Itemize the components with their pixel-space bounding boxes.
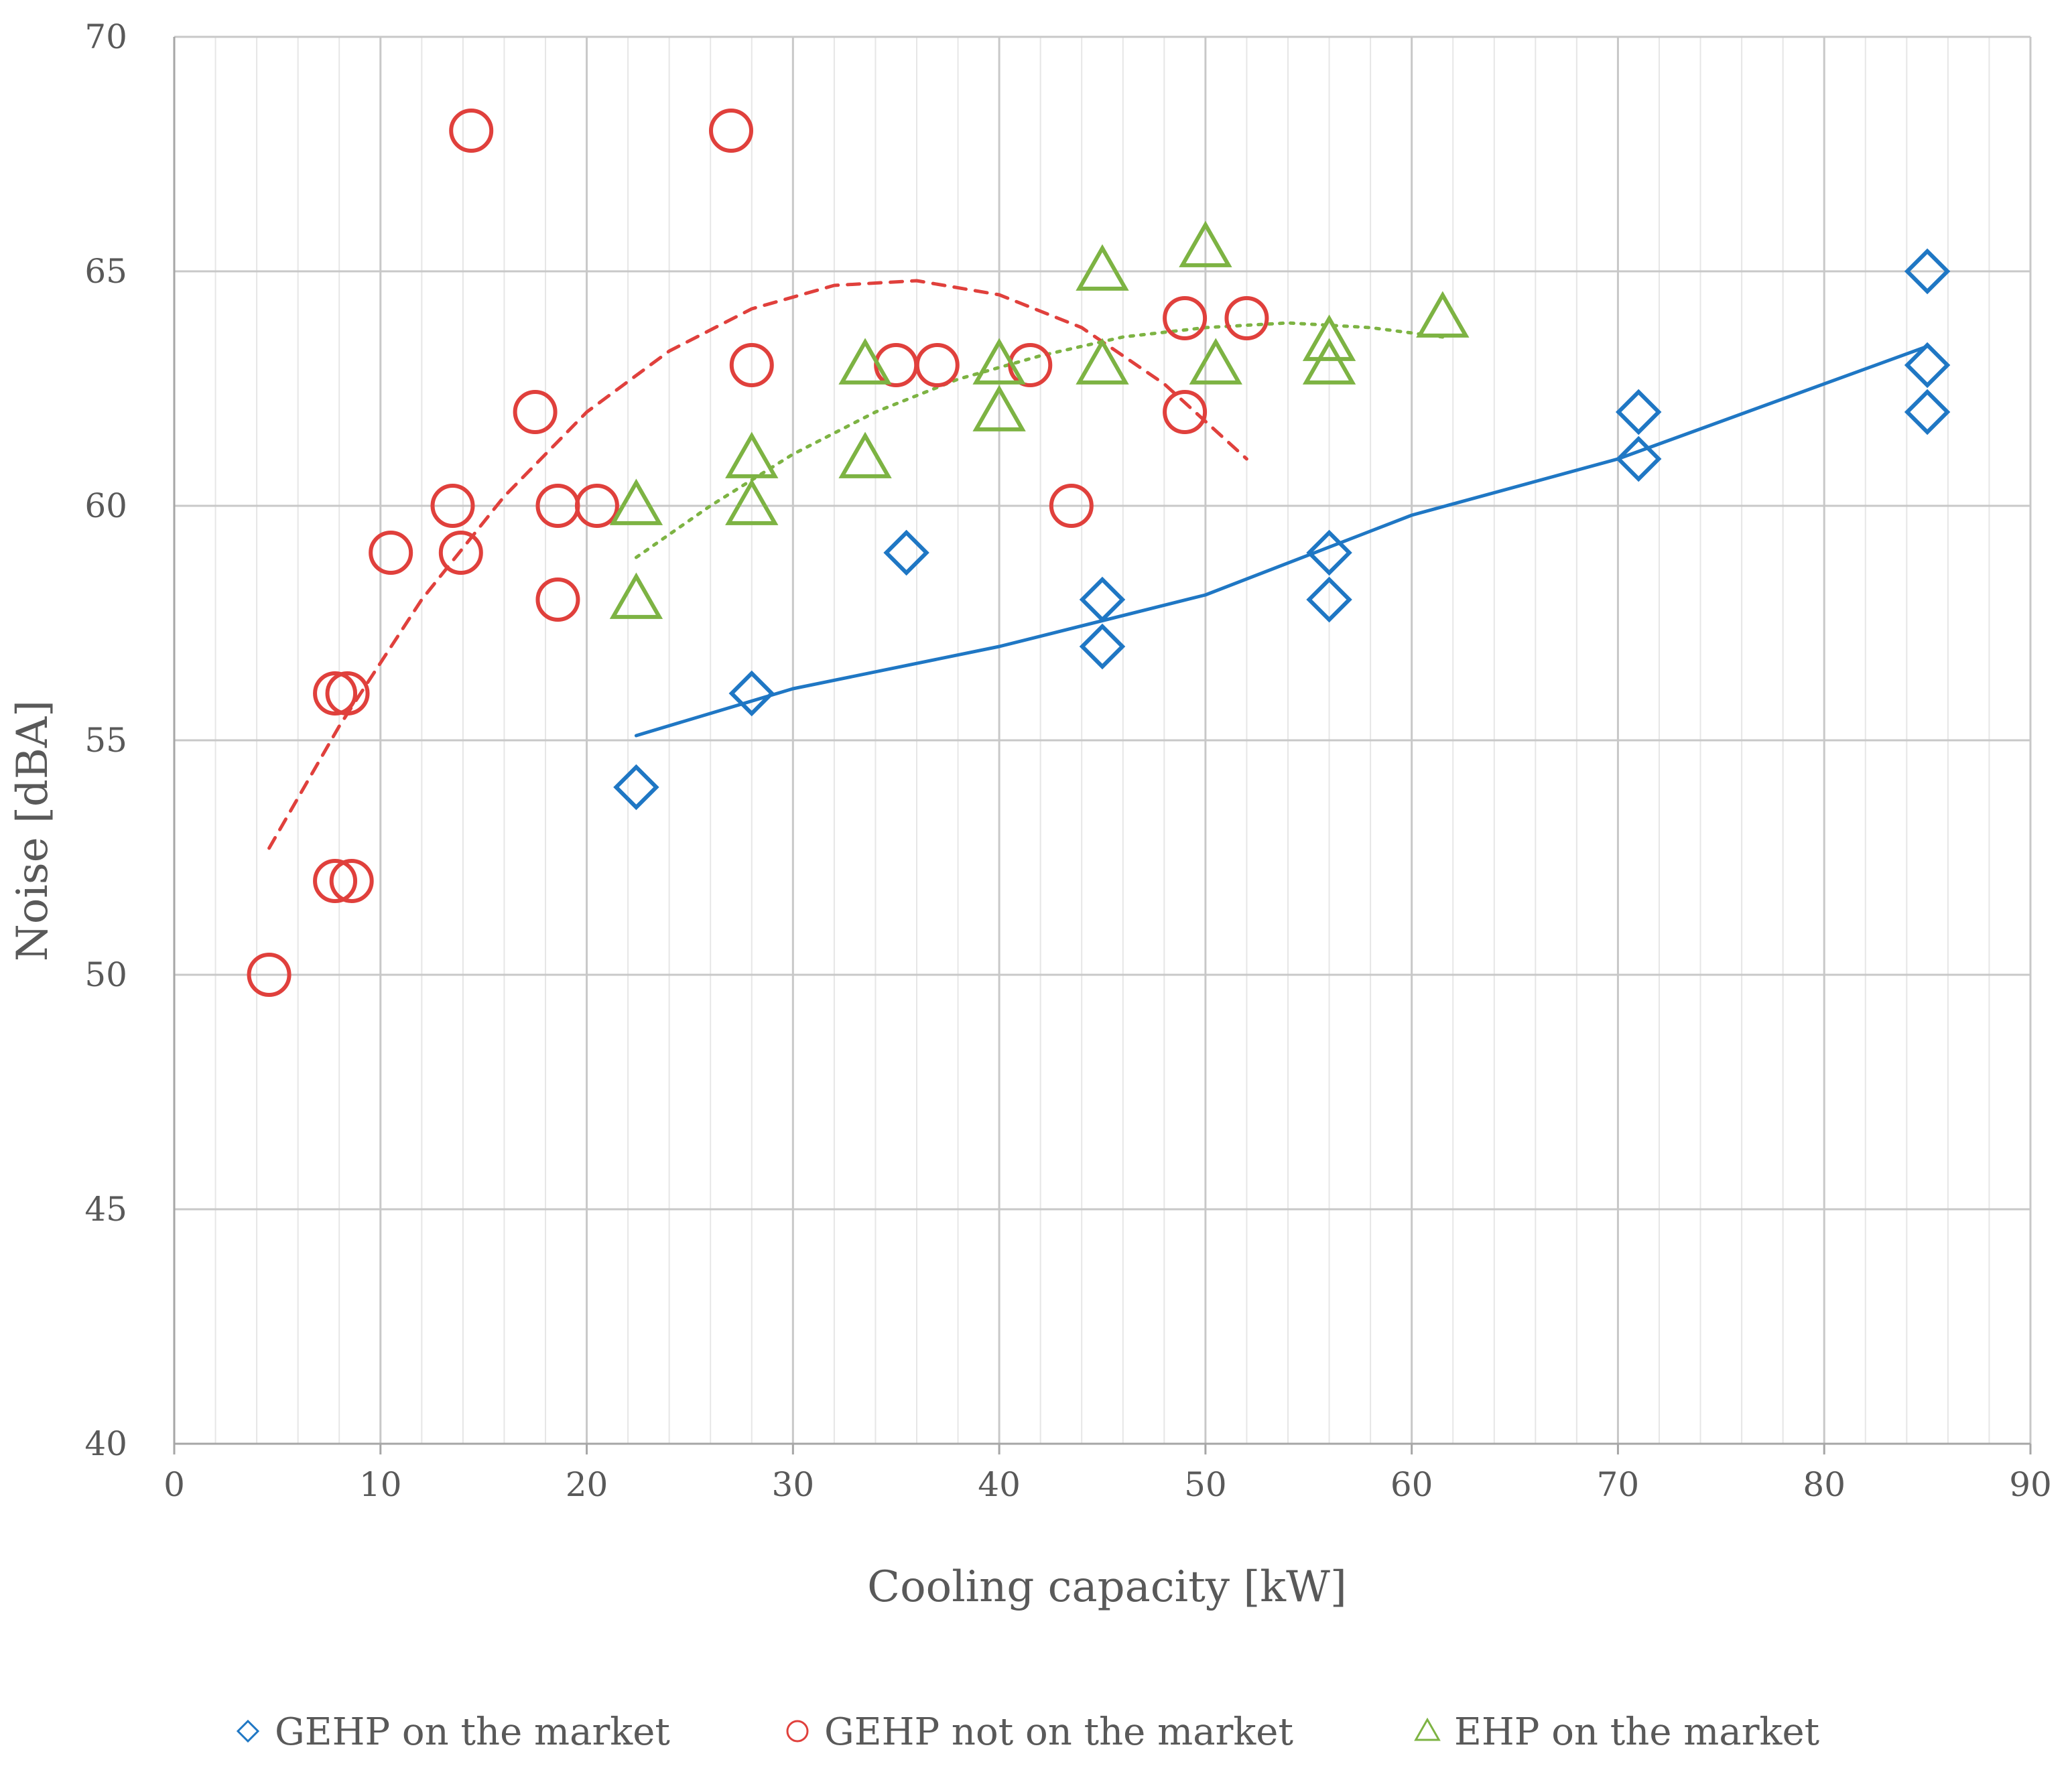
y-tick-label: 45 xyxy=(84,1190,127,1229)
legend-item-ehp-on-market: EHP on the market xyxy=(1414,1710,1820,1754)
circle-marker xyxy=(430,484,475,528)
circle-marker xyxy=(1163,296,1208,340)
diamond-marker xyxy=(883,529,929,576)
x-tick-label: 0 xyxy=(164,1465,185,1504)
triangle-marker xyxy=(838,431,892,478)
circle-marker xyxy=(709,109,753,153)
triangle-marker xyxy=(1076,244,1129,291)
triangle-marker xyxy=(1416,291,1470,338)
circle-marker xyxy=(535,577,580,622)
diamond-marker xyxy=(1615,435,1662,482)
diamond-marker xyxy=(1615,389,1662,435)
triangle-marker xyxy=(1302,314,1356,361)
trendline-triangle xyxy=(634,321,1445,559)
x-tick-label: 50 xyxy=(1184,1465,1227,1504)
x-tick-labels: 0 10 20 30 40 50 60 70 80 90 xyxy=(164,1465,2052,1504)
circle-marker xyxy=(247,953,292,997)
diamond-marker xyxy=(236,1719,260,1743)
trendlines xyxy=(267,279,1929,850)
x-tick-label: 90 xyxy=(2009,1465,2052,1504)
triangle-marker xyxy=(1302,338,1356,385)
triangle-marker xyxy=(838,338,892,385)
trendline-diamond xyxy=(634,344,1929,738)
axes xyxy=(173,37,2032,1454)
y-tick-label: 50 xyxy=(84,955,127,994)
x-tick-label: 80 xyxy=(1803,1465,1846,1504)
x-tick-label: 40 xyxy=(978,1465,1021,1504)
legend-item-gehp-not-on-market: GEHP not on the market xyxy=(786,1710,1293,1754)
diamond-marker xyxy=(1904,248,1951,295)
y-axis-title: Noise [dBA] xyxy=(8,700,58,961)
circle-marker xyxy=(438,531,483,575)
series-diamond xyxy=(613,248,1951,811)
legend: GEHP on the market GEHP not on the marke… xyxy=(236,1710,1820,1754)
legend-label-gehp-on-market: GEHP on the market xyxy=(275,1710,670,1754)
data-points xyxy=(247,109,1951,997)
circle-marker xyxy=(329,859,374,903)
triangle-marker xyxy=(609,572,663,619)
x-tick-label: 70 xyxy=(1597,1465,1640,1504)
y-tick-label: 70 xyxy=(84,17,127,56)
diamond-marker xyxy=(1306,576,1352,623)
circle-marker xyxy=(1049,484,1094,528)
y-tick-label: 60 xyxy=(84,486,127,525)
diamond-marker xyxy=(1079,576,1126,623)
x-tick-label: 30 xyxy=(772,1465,815,1504)
circle-marker xyxy=(1224,296,1269,340)
series-triangle xyxy=(609,220,1470,619)
circle-marker xyxy=(313,671,358,716)
circle-marker xyxy=(786,1720,809,1743)
circle-marker xyxy=(1008,343,1053,387)
triangle-marker xyxy=(725,431,779,478)
circle-marker xyxy=(513,390,558,434)
diamond-marker xyxy=(1079,623,1126,670)
y-tick-labels: 40 45 50 55 60 65 70 xyxy=(84,17,127,1463)
triangle-marker xyxy=(1179,220,1232,267)
circle-marker xyxy=(729,343,774,387)
x-tick-label: 60 xyxy=(1390,1465,1433,1504)
triangle-marker xyxy=(1414,1717,1441,1741)
legend-marker-diamond xyxy=(236,1719,260,1743)
triangle-marker xyxy=(609,478,663,525)
diamond-marker xyxy=(728,670,775,717)
diamond-marker xyxy=(1904,389,1951,435)
x-axis-title: Cooling capacity [kW] xyxy=(867,1562,1347,1612)
legend-label-gehp-not-on-market: GEHP not on the market xyxy=(824,1710,1293,1754)
y-tick-label: 55 xyxy=(84,721,127,760)
circle-marker xyxy=(574,484,619,528)
legend-label-ehp-on-market: EHP on the market xyxy=(1454,1710,1820,1754)
circle-marker xyxy=(369,531,413,575)
circle-marker xyxy=(325,671,370,716)
triangle-marker xyxy=(972,338,1026,385)
diamond-marker xyxy=(1904,342,1951,389)
circle-marker xyxy=(449,109,494,153)
triangle-marker xyxy=(972,385,1026,431)
circle-marker xyxy=(313,859,358,903)
diamond-marker xyxy=(1306,529,1352,576)
series-circle xyxy=(247,109,1269,997)
trendline-circle xyxy=(267,279,1248,850)
legend-marker-triangle xyxy=(1414,1717,1441,1741)
diamond-marker xyxy=(613,764,659,811)
legend-item-gehp-on-market: GEHP on the market xyxy=(236,1710,670,1754)
y-tick-label: 40 xyxy=(84,1424,127,1463)
x-tick-label: 10 xyxy=(359,1465,402,1504)
circle-marker xyxy=(874,343,919,387)
triangle-marker xyxy=(1076,338,1129,385)
x-tick-label: 20 xyxy=(566,1465,608,1504)
triangle-marker xyxy=(725,478,779,525)
circle-marker xyxy=(1163,390,1208,434)
legend-marker-circle xyxy=(786,1720,809,1743)
triangle-marker xyxy=(1189,338,1242,385)
circle-marker xyxy=(915,343,960,387)
y-tick-label: 65 xyxy=(84,252,127,291)
